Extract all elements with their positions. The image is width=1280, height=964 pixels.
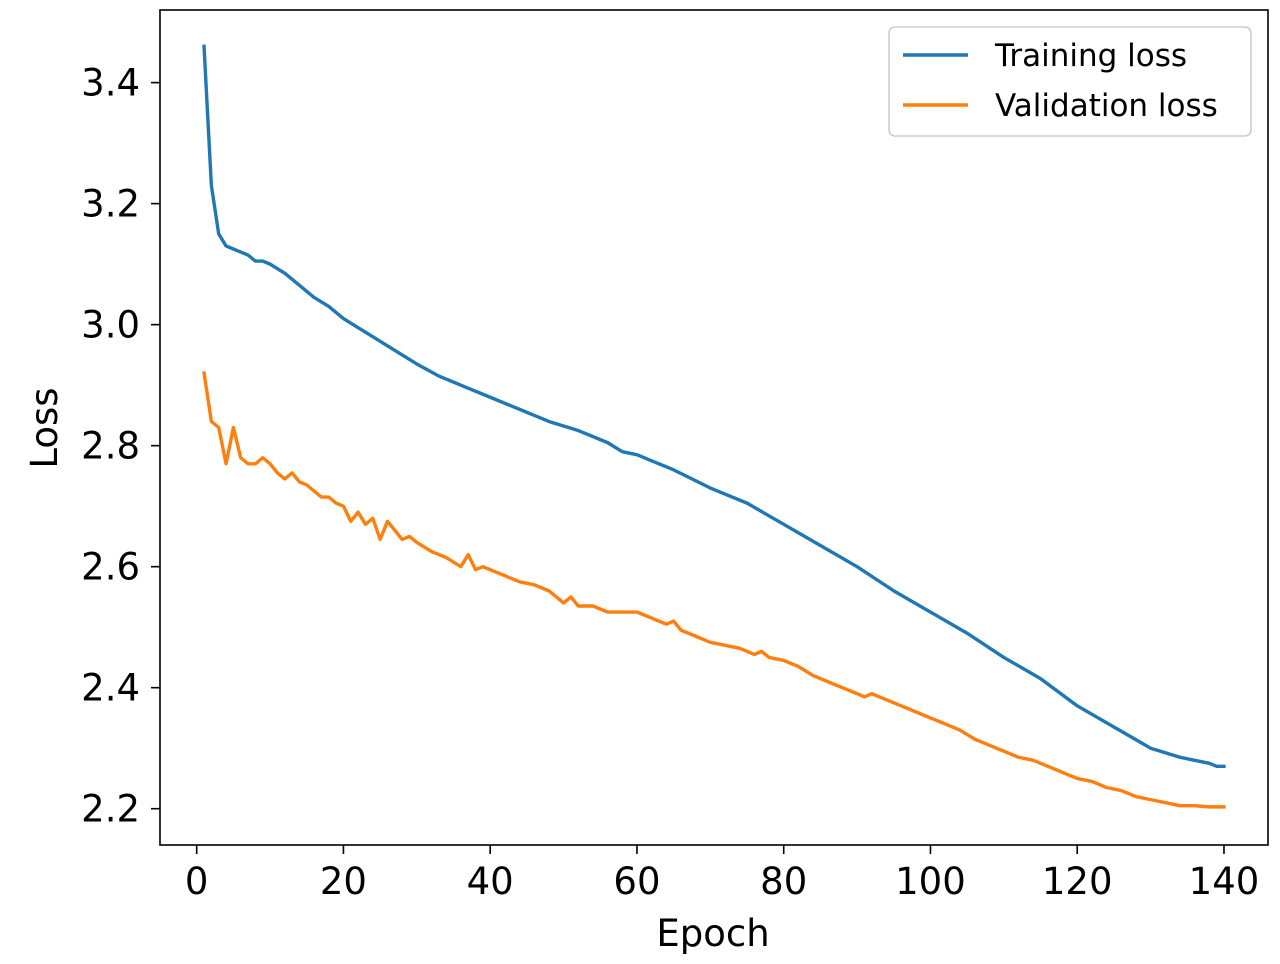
- series-line-training-loss: [202, 44, 1226, 769]
- x-tick-label: 40: [467, 860, 514, 903]
- legend-label-validation-loss: Validation loss: [995, 88, 1218, 124]
- y-tick-label: 2.2: [81, 788, 140, 831]
- x-tick-label: 100: [895, 860, 966, 903]
- legend-box: [888, 26, 1252, 137]
- x-tick-label: 80: [760, 860, 807, 903]
- y-tick-label: 2.8: [81, 425, 140, 468]
- x-tick-label: 120: [1042, 860, 1113, 903]
- series-layer: [202, 44, 1226, 809]
- y-tick-label: 3.4: [81, 62, 140, 105]
- x-tick-label: 20: [320, 860, 367, 903]
- x-tick-label: 0: [185, 860, 209, 903]
- y-axis-ticks: 2.2 2.4 2.6 2.8 3.0 3.2 3.4: [81, 62, 160, 831]
- y-tick-label: 3.0: [81, 304, 140, 347]
- series-line-validation-loss: [202, 371, 1226, 809]
- y-tick-label: 2.6: [81, 546, 140, 589]
- y-axis-label: Loss: [23, 387, 66, 468]
- legend: Training loss Validation loss: [888, 26, 1252, 137]
- x-axis-ticks: 0 20 40 60 80 100 120 140: [185, 845, 1259, 903]
- x-tick-label: 140: [1189, 860, 1260, 903]
- x-axis-label: Epoch: [656, 912, 769, 955]
- legend-label-training-loss: Training loss: [994, 38, 1187, 74]
- y-tick-label: 3.2: [81, 183, 140, 226]
- y-tick-label: 2.4: [81, 667, 140, 710]
- x-tick-label: 60: [613, 860, 660, 903]
- plot-frame: [159, 9, 1269, 846]
